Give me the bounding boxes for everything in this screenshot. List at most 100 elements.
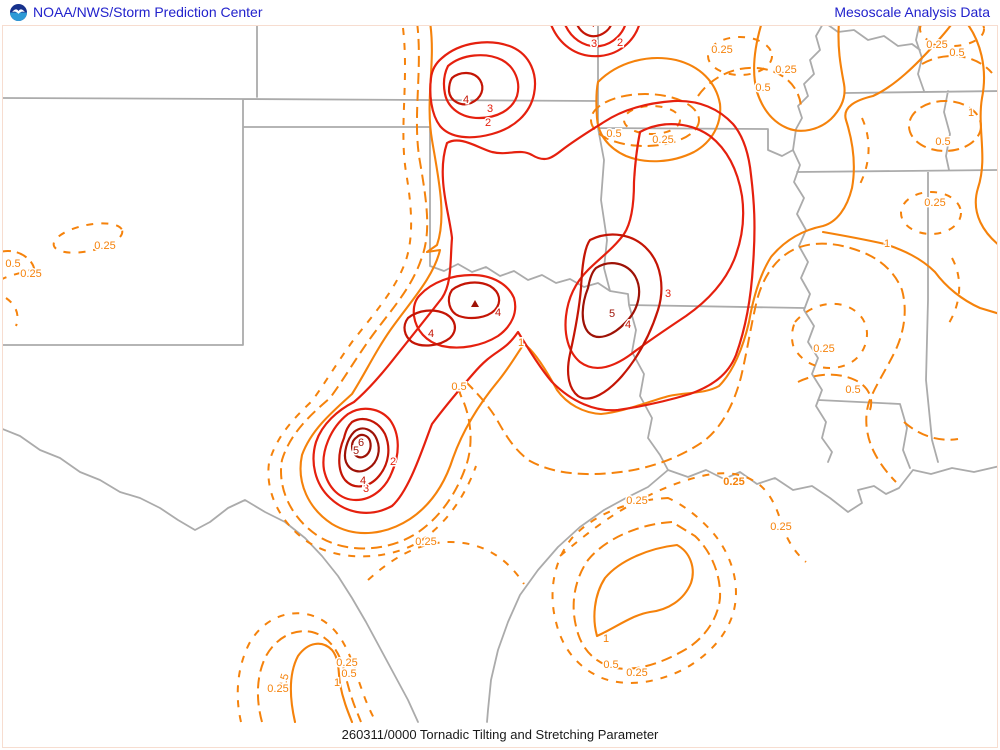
contour-4 (447, 71, 484, 106)
contour-0.5 (280, 26, 906, 550)
contour-0.25 (900, 191, 962, 235)
contour-0.5 (572, 520, 722, 670)
state-border-lines (3, 26, 997, 723)
contour-label: 0.25 (926, 39, 947, 51)
contour-0.25 (236, 612, 377, 723)
contour-label: 2 (485, 117, 491, 129)
header-bar: NOAA/NWS/Storm Prediction Center Mesosca… (0, 0, 1000, 24)
contour-label: 0.5 (341, 668, 356, 680)
contour-label: 4 (428, 328, 434, 340)
contour-label: 6 (358, 437, 364, 449)
contour-label: 1 (968, 107, 974, 119)
contour-3 (412, 273, 517, 349)
contour-0.25 (5, 297, 19, 327)
contour-1 (289, 642, 354, 723)
contour-2 (312, 99, 756, 514)
contour-label: 0.25 (626, 667, 647, 679)
contour-label: 0.25 (20, 268, 41, 280)
contour-0.25 (948, 257, 961, 324)
contour-label: 0.25 (267, 683, 288, 695)
contour-label: 0.25 (652, 134, 673, 146)
contour-5 (581, 262, 641, 339)
contour-0.25 (859, 117, 870, 185)
contour-label: 0.5 (949, 47, 964, 59)
contour-0.25 (559, 472, 807, 563)
agency-title: NOAA/NWS/Storm Prediction Center (33, 4, 263, 20)
contour-1 (821, 230, 997, 315)
contour-label: 0.25 (336, 657, 357, 669)
contour-3 (442, 54, 520, 120)
contour-1 (595, 57, 722, 163)
contour-label: 2 (617, 37, 623, 49)
contour-label: 0.25 (770, 521, 791, 533)
map-frame (2, 25, 998, 748)
contour-0.5 (697, 66, 802, 107)
contour-label: 0.25 (775, 64, 796, 76)
contour-label: 3 (591, 38, 597, 50)
contour-4 (447, 281, 501, 320)
contour-label: 1 (603, 633, 609, 645)
contour-label: 0.25 (415, 536, 436, 548)
contour-label: 0.25 (924, 197, 945, 209)
contour-0.5 (590, 93, 700, 147)
contour-0.25 (790, 302, 868, 370)
orange-dashed-contours (3, 26, 993, 723)
contour-label: 4 (625, 319, 631, 331)
contour-label: 0.5 (845, 384, 860, 396)
contour-label: 5 (609, 308, 615, 320)
contour-label: 4 (589, 26, 595, 30)
contour-2 (550, 26, 640, 58)
contour-3 (322, 407, 399, 502)
contour-0.25 (52, 222, 124, 254)
contour-label: 4 (495, 307, 501, 319)
contour-0.25 (919, 26, 985, 47)
contour-label: 5 (353, 445, 359, 457)
contour-label: 0.25 (626, 495, 647, 507)
mesoscale-analysis-map[interactable]: 0.250.50.250.250.250.50.5 0.250.250.510.5… (3, 26, 997, 723)
contour-label: 1 (884, 238, 890, 250)
contour-6 (350, 433, 372, 459)
red-contours (312, 26, 756, 514)
red-mid-contours (338, 26, 663, 488)
contour-1 (753, 26, 846, 132)
contour-label: 0.25 (711, 44, 732, 56)
map-caption: 260311/0000 Tornadic Tilting and Stretch… (341, 727, 659, 742)
contour-label: 0.5 (5, 258, 20, 270)
contour-label: 0.5 (755, 82, 770, 94)
contour-4 (403, 309, 456, 347)
contour-1 (593, 543, 694, 638)
contour-0.5 (3, 250, 36, 275)
contour-label: 0.25 (813, 343, 834, 355)
contour-label: 0.5 (276, 672, 292, 690)
contour-label: 4 (463, 94, 469, 106)
contour-0.25 (367, 541, 525, 585)
contour-0.5 (256, 630, 362, 723)
contour-0.25 (707, 36, 773, 76)
contour-label: 0.5 (935, 136, 950, 148)
contour-label: 0.25 (723, 476, 744, 488)
contour-label: 0.5 (606, 128, 621, 140)
contour-0.5 (903, 421, 959, 441)
contour-5 (343, 427, 380, 473)
contour-2 (429, 41, 537, 139)
contour-0.25 (551, 496, 737, 684)
noaa-logo-icon (10, 3, 27, 21)
red-dark-contours (343, 262, 641, 473)
contour-label: 3 (665, 288, 671, 300)
state-borders (3, 26, 997, 723)
contour-0.5 (921, 55, 993, 74)
contour-0.25 (3, 267, 39, 280)
contour-label: 0.5 (451, 381, 466, 393)
contour-0.25 (623, 105, 681, 135)
contour-label: 0.25 (94, 240, 115, 252)
contour-label: 1 (518, 337, 524, 349)
max-triangle-marker (471, 300, 479, 307)
contour-1 (967, 26, 997, 245)
contour-label: 3 (487, 103, 493, 115)
spc-home-link[interactable]: NOAA/NWS/Storm Prediction Center (10, 3, 263, 21)
contour-label: 1 (334, 677, 340, 689)
contour-label: 4 (360, 475, 366, 487)
product-title: Mesoscale Analysis Data (834, 4, 990, 20)
contour-0.5 (797, 373, 873, 411)
contour-label: 3 (363, 483, 369, 495)
